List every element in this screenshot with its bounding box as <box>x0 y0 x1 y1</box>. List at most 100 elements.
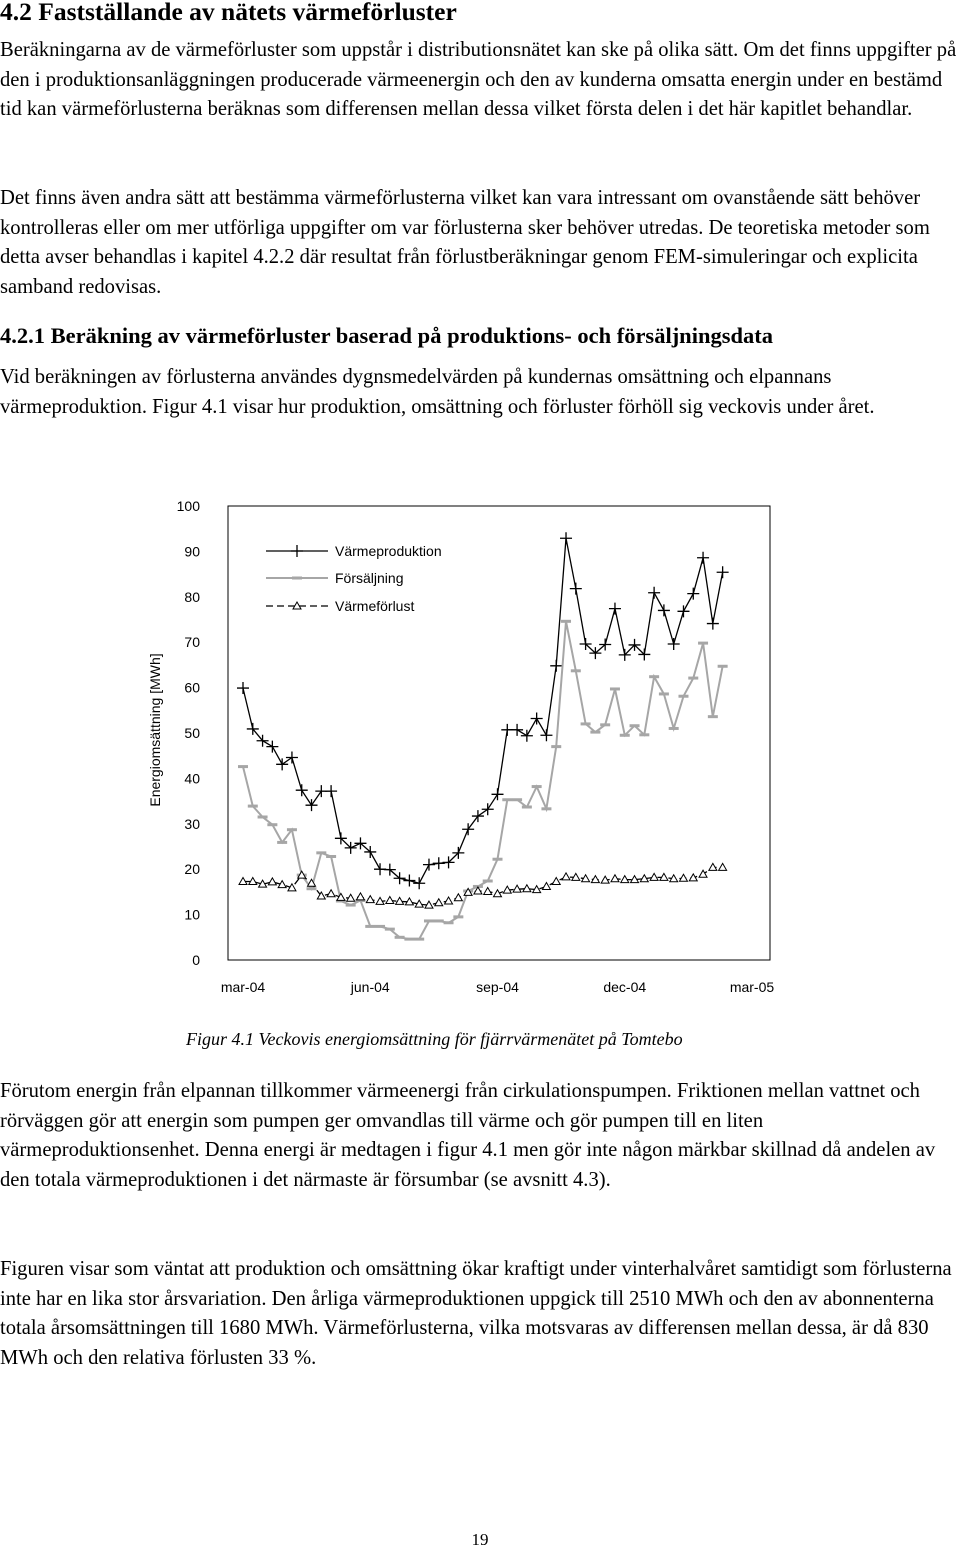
series-1-point <box>246 722 259 735</box>
y-tick-label: 20 <box>184 861 200 877</box>
series-3-point <box>688 872 699 882</box>
y-tick-label: 40 <box>184 770 200 786</box>
paragraph-2: Det finns även andra sätt att bestämma v… <box>0 187 930 298</box>
series-3-point <box>326 888 336 898</box>
series-1-point <box>579 638 592 651</box>
legend-label-3: Värmeförlust <box>335 598 414 614</box>
series-1-point <box>481 803 494 816</box>
series-3-point <box>541 881 552 890</box>
legend-marker-3 <box>292 600 302 610</box>
series-1-point <box>599 638 612 651</box>
series-1-point <box>295 784 308 797</box>
series-1-point <box>305 799 318 812</box>
series-3-point <box>502 885 513 894</box>
series-3-point <box>580 873 591 883</box>
series-3-point <box>649 872 659 881</box>
x-tick-label: mar-05 <box>730 979 775 995</box>
series-3-point <box>590 874 601 884</box>
series-1-point <box>589 647 602 660</box>
series-1-point <box>285 751 298 764</box>
series-3-point <box>639 873 650 883</box>
series-1-point <box>491 788 504 801</box>
series-3-point <box>316 890 327 900</box>
weekly-energy-chart: 0 10 20 30 40 50 60 70 80 90 100 mar-04 jun-04 sep-04… <box>147 498 775 995</box>
series-3-point <box>404 896 415 906</box>
series-1-point <box>383 863 396 876</box>
series-3-point <box>698 869 708 878</box>
series-3-point <box>257 879 268 888</box>
series-3-point <box>394 896 405 905</box>
series-3-point <box>678 873 689 882</box>
y-tick-label: 80 <box>184 589 200 605</box>
series-3-point <box>375 896 385 905</box>
series-3-point <box>238 876 248 885</box>
series-3-point <box>267 876 278 886</box>
series-1-point <box>608 602 621 615</box>
y-tick-label: 60 <box>184 680 200 696</box>
series-3-point <box>384 895 395 905</box>
series-line-2 <box>242 621 724 941</box>
paragraph-4: Figuren visar som väntat att produktion … <box>0 1258 952 1369</box>
legend-label-2: Försäljning <box>335 570 403 586</box>
x-tick-label: sep-04 <box>476 979 519 995</box>
series-3-point <box>492 888 503 898</box>
series-3-point <box>277 879 288 889</box>
series-3-point <box>247 876 258 885</box>
series-1-point <box>697 551 710 564</box>
series-3-point <box>561 871 571 881</box>
y-tick-label: 100 <box>177 498 201 514</box>
series-3-point <box>531 884 542 894</box>
series-3-point <box>570 872 581 881</box>
series-1-point <box>687 587 700 600</box>
series-1-point <box>706 617 719 630</box>
series-3-point <box>659 872 669 881</box>
series-1-point <box>540 729 553 742</box>
series-3-point <box>463 887 473 896</box>
series-3-point <box>717 862 728 871</box>
series-1-point <box>334 832 347 845</box>
series-3-point <box>443 895 454 905</box>
subsection-intro: Vid beräkningen av förlusterna användes … <box>0 366 875 418</box>
series-3-point <box>619 874 630 884</box>
y-tick-label: 10 <box>184 907 200 923</box>
series-1-point <box>237 682 249 695</box>
series-1-point <box>364 845 377 858</box>
series-1-point <box>667 638 680 651</box>
y-axis-label: Energiomsättning [MWh] <box>147 653 163 806</box>
series-3-point <box>600 875 611 884</box>
series-3-point <box>522 883 532 893</box>
series-3-point <box>355 891 366 901</box>
series-1-point <box>677 605 690 618</box>
series-1-point <box>530 712 543 725</box>
series-3-point <box>345 893 356 902</box>
x-tick-label: dec-04 <box>603 979 646 995</box>
series-1-point <box>638 648 651 661</box>
series-3-point <box>610 873 620 883</box>
section-heading: 4.2 Fastställande av nätets värmeförlust… <box>0 0 457 26</box>
series-3-point <box>668 873 679 883</box>
legend-marker-1 <box>291 545 303 557</box>
series-1-point <box>471 810 484 823</box>
series-1-point <box>276 758 289 771</box>
y-tick-label: 30 <box>184 816 200 832</box>
series-3-point <box>512 884 522 893</box>
series-1-point <box>413 877 426 890</box>
series-1-point <box>520 729 533 742</box>
x-tick-label: mar-04 <box>221 979 266 995</box>
series-line-1 <box>242 538 724 885</box>
x-tick-label: jun-04 <box>350 979 390 995</box>
series-3-point <box>296 870 307 879</box>
series-1-point <box>462 823 475 836</box>
series-1-point <box>266 740 279 753</box>
series-3-point <box>287 882 297 892</box>
series-1-point <box>618 648 631 661</box>
series-3-point <box>336 892 346 901</box>
series-1-point <box>432 857 445 870</box>
page-number: 19 <box>471 1530 489 1549</box>
series-3-point <box>433 897 444 907</box>
series-1-point <box>560 532 573 545</box>
y-tick-label: 90 <box>184 543 200 559</box>
series-3-point <box>414 899 425 908</box>
series-3-point <box>482 886 493 895</box>
legend-label-1: Värmeproduktion <box>335 543 442 559</box>
